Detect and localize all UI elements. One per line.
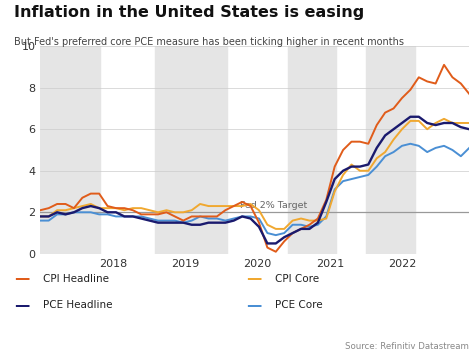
- Text: —: —: [14, 271, 29, 286]
- Text: Fed 2% Target: Fed 2% Target: [239, 201, 307, 210]
- Text: —: —: [246, 298, 262, 313]
- Text: —: —: [246, 271, 262, 286]
- Text: Inflation in the United States is easing: Inflation in the United States is easing: [14, 5, 365, 20]
- Text: CPI Headline: CPI Headline: [43, 274, 109, 284]
- Bar: [288, 46, 336, 254]
- Text: PCE Headline: PCE Headline: [43, 300, 112, 310]
- Text: CPI Core: CPI Core: [275, 274, 319, 284]
- Bar: [155, 46, 227, 254]
- Text: But Fed's preferred core PCE measure has been ticking higher in recent months: But Fed's preferred core PCE measure has…: [14, 37, 404, 47]
- Bar: [366, 46, 415, 254]
- Text: —: —: [14, 298, 29, 313]
- Text: PCE Core: PCE Core: [275, 300, 322, 310]
- Text: Source: Refinitiv Datastream: Source: Refinitiv Datastream: [346, 343, 469, 351]
- Bar: [40, 46, 100, 254]
